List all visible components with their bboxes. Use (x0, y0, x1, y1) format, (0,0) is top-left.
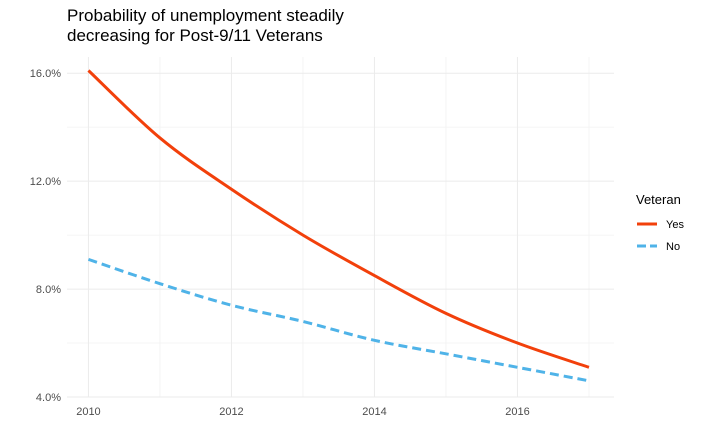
series-lines (87, 69, 590, 383)
y-tick-label: 12.0% (30, 176, 61, 188)
legend-label-yes: Yes (666, 219, 684, 231)
series-line-no (87, 257, 590, 383)
legend-title: Veteran (636, 192, 681, 207)
chart-title: Probability of unemployment steadily dec… (67, 6, 587, 46)
x-tick-label: 2016 (505, 406, 529, 418)
grid (67, 57, 614, 398)
legend: Veteran Yes No (636, 192, 684, 253)
chart-title-line-1: Probability of unemployment steadily (67, 6, 344, 25)
y-tick-label: 8.0% (36, 284, 61, 296)
series-line-yes (87, 69, 590, 369)
x-tick-label: 2014 (362, 406, 386, 418)
axis-labels: 4.0% 8.0% 12.0% 16.0% 2010 2012 2014 2016 (30, 68, 530, 418)
legend-label-no: No (666, 241, 680, 253)
x-tick-label: 2010 (76, 406, 100, 418)
x-tick-label: 2012 (219, 406, 243, 418)
chart-title-line-2: decreasing for Post-9/11 Veterans (67, 26, 323, 45)
y-tick-label: 4.0% (36, 392, 61, 404)
y-tick-label: 16.0% (30, 68, 61, 80)
